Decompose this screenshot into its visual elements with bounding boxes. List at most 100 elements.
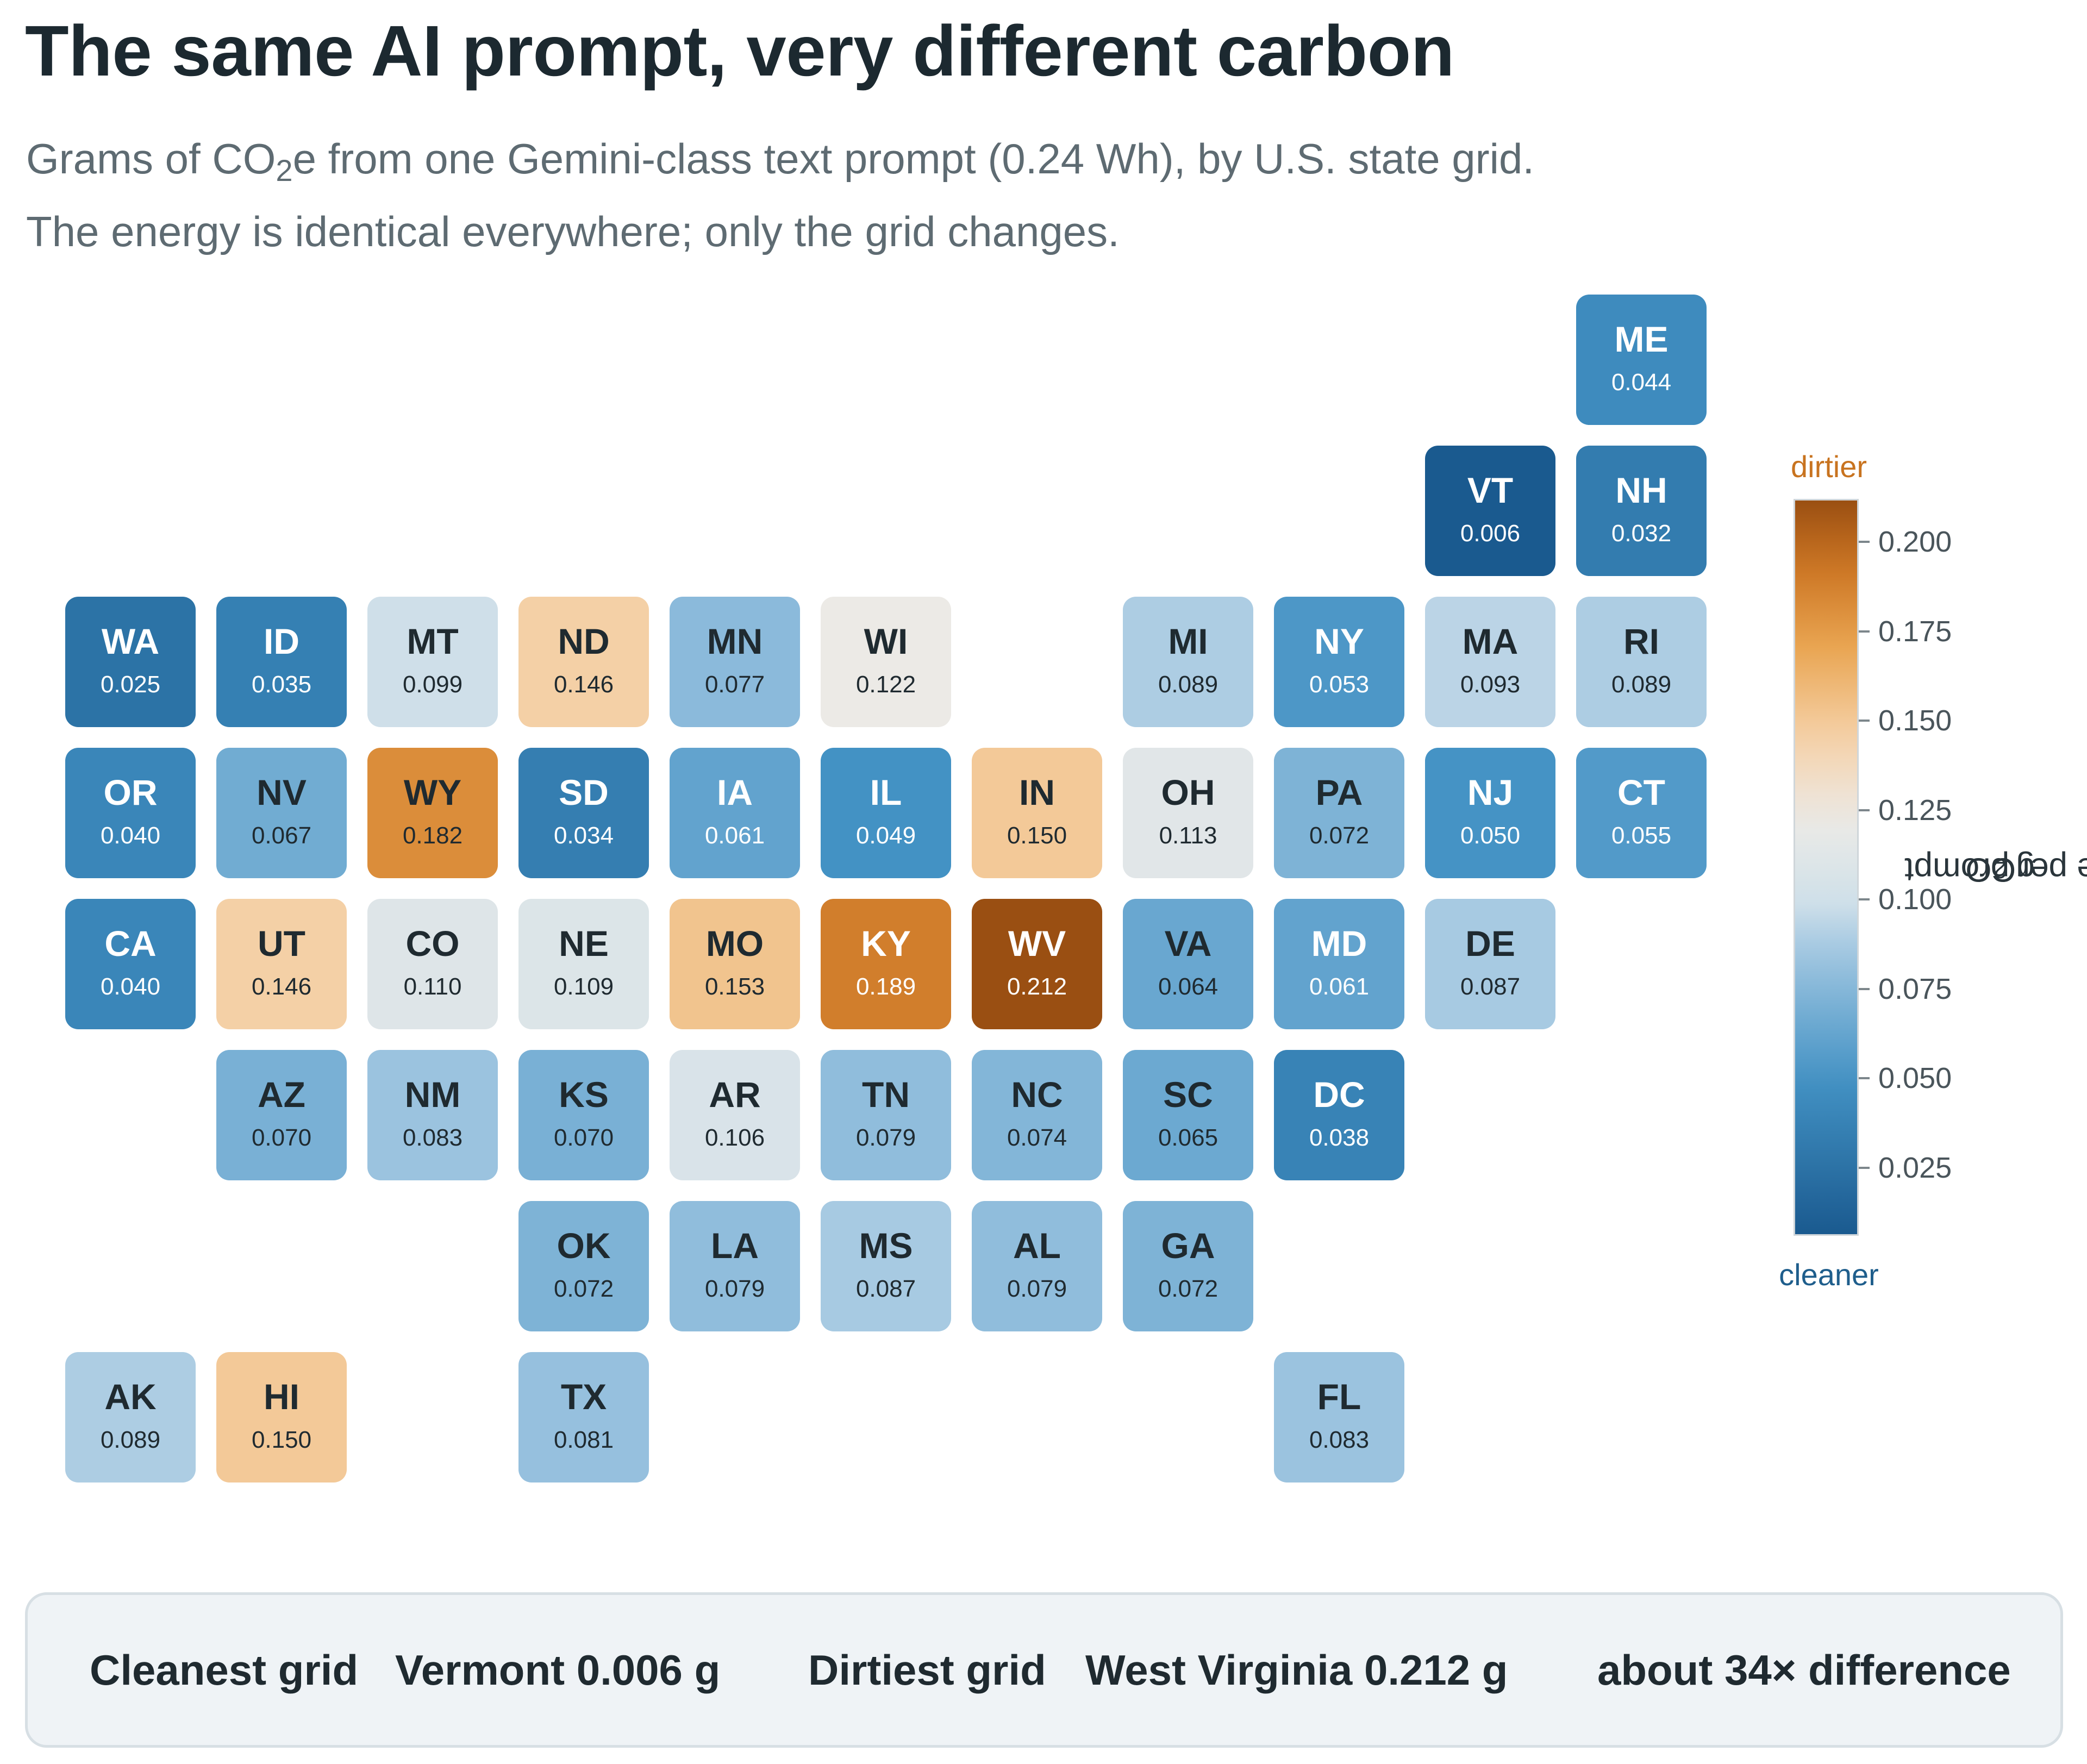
state-value: 0.050 — [1460, 822, 1521, 849]
state-tile-mi: MI 0.089 — [1123, 597, 1253, 727]
state-value: 0.040 — [100, 822, 161, 849]
state-tile-ak: AK 0.089 — [65, 1352, 196, 1482]
state-tile-wa: WA 0.025 — [65, 597, 196, 727]
state-tile-az: AZ 0.070 — [216, 1050, 347, 1180]
subtitle-line-2: The energy is identical everywhere; only… — [26, 208, 1120, 255]
state-tile-in: IN 0.150 — [972, 748, 1102, 878]
state-tile-tn: TN 0.079 — [821, 1050, 951, 1180]
state-abbr: KS — [559, 1074, 609, 1115]
state-tile-nm: NM 0.083 — [367, 1050, 498, 1180]
state-value: 0.113 — [1159, 822, 1217, 849]
color-scale-bar — [1794, 499, 1859, 1236]
state-value: 0.070 — [251, 1124, 312, 1151]
state-abbr: WA — [101, 621, 160, 661]
state-value: 0.044 — [1611, 369, 1672, 396]
state-value: 0.089 — [1611, 671, 1672, 698]
state-abbr: DC — [1313, 1074, 1365, 1115]
state-value: 0.087 — [855, 1275, 916, 1302]
state-value: 0.065 — [1158, 1124, 1219, 1151]
state-abbr: WI — [864, 621, 908, 661]
state-abbr: NC — [1011, 1074, 1063, 1115]
state-tile-nj: NJ 0.050 — [1425, 748, 1555, 878]
state-abbr: MI — [1168, 621, 1208, 661]
state-value: 0.053 — [1309, 671, 1370, 698]
state-tile-mt: MT 0.099 — [367, 597, 498, 727]
state-value: 0.153 — [704, 973, 765, 1000]
legend-cleaner-label: cleaner — [1779, 1258, 1879, 1292]
state-tile-grid: ME 0.044 VT 0.006 NH 0.032 WA 0.025 ID 0.035 MT 0.0… — [65, 295, 1707, 1482]
state-abbr: OR — [103, 772, 158, 812]
state-value: 0.087 — [1460, 973, 1521, 1000]
state-abbr: SD — [559, 772, 609, 812]
state-tile-al: AL 0.079 — [972, 1201, 1102, 1331]
state-value: 0.081 — [553, 1427, 614, 1453]
state-abbr: IL — [870, 772, 902, 812]
state-abbr: NJ — [1467, 772, 1514, 812]
state-value: 0.083 — [1309, 1427, 1370, 1453]
state-value: 0.089 — [100, 1427, 161, 1453]
state-value: 0.079 — [1007, 1275, 1067, 1302]
state-value: 0.150 — [1007, 822, 1067, 849]
state-value: 0.109 — [553, 973, 614, 1000]
state-tile-me: ME 0.044 — [1576, 295, 1707, 425]
state-tile-ne: NE 0.109 — [518, 899, 649, 1029]
state-abbr: ID — [264, 621, 299, 661]
state-abbr: WY — [403, 772, 462, 812]
state-value: 0.110 — [403, 973, 462, 1000]
state-abbr: CA — [104, 923, 157, 964]
dirtiest-value: West Virginia 0.212 g — [1085, 1646, 1508, 1694]
state-tile-mn: MN 0.077 — [670, 597, 800, 727]
state-tile-pa: PA 0.072 — [1274, 748, 1404, 878]
state-value: 0.089 — [1158, 671, 1219, 698]
state-tile-vt: VT 0.006 — [1425, 446, 1555, 576]
state-value: 0.072 — [1309, 822, 1370, 849]
state-abbr: ND — [558, 621, 610, 661]
cleanest-label: Cleanest grid — [90, 1646, 359, 1694]
subtitle-subscript: 2 — [276, 153, 293, 187]
state-abbr: AL — [1013, 1225, 1061, 1266]
state-abbr: IA — [717, 772, 753, 812]
state-value: 0.040 — [100, 973, 161, 1000]
dirtiest-label: Dirtiest grid — [808, 1646, 1046, 1694]
state-tile-wi: WI 0.122 — [821, 597, 951, 727]
subtitle-line-1-end: e from one Gemini-class text prompt (0.2… — [292, 135, 1535, 183]
state-tile-de: DE 0.087 — [1425, 899, 1555, 1029]
state-abbr: MT — [407, 621, 459, 661]
state-tile-ms: MS 0.087 — [821, 1201, 951, 1331]
state-value: 0.106 — [704, 1124, 765, 1151]
state-value: 0.061 — [704, 822, 765, 849]
state-abbr: SC — [1163, 1074, 1213, 1115]
state-value: 0.077 — [704, 671, 765, 698]
state-abbr: MN — [707, 621, 763, 661]
state-abbr: MS — [859, 1225, 913, 1266]
state-tile-hi: HI 0.150 — [216, 1352, 347, 1482]
state-value: 0.034 — [553, 822, 614, 849]
state-tile-sd: SD 0.034 — [518, 748, 649, 878]
state-abbr: MD — [1311, 923, 1367, 964]
state-value: 0.146 — [553, 671, 614, 698]
state-abbr: OH — [1161, 772, 1215, 812]
state-value: 0.093 — [1460, 671, 1521, 698]
state-value: 0.079 — [855, 1124, 916, 1151]
state-tile-ar: AR 0.106 — [670, 1050, 800, 1180]
state-tile-wv: WV 0.212 — [972, 899, 1102, 1029]
state-tile-co: CO 0.110 — [367, 899, 498, 1029]
state-abbr: HI — [264, 1377, 299, 1417]
state-value: 0.049 — [855, 822, 916, 849]
state-value: 0.150 — [251, 1427, 312, 1453]
chart-title: The same AI prompt, very different carbo… — [25, 11, 1454, 91]
state-abbr: KY — [861, 923, 911, 964]
state-tile-nv: NV 0.067 — [216, 748, 347, 878]
state-value: 0.083 — [402, 1124, 463, 1151]
state-tile-ut: UT 0.146 — [216, 899, 347, 1029]
state-tile-ia: IA 0.061 — [670, 748, 800, 878]
state-value: 0.182 — [402, 822, 463, 849]
state-tile-la: LA 0.079 — [670, 1201, 800, 1331]
state-value: 0.061 — [1309, 973, 1370, 1000]
state-abbr: TX — [560, 1377, 607, 1417]
state-value: 0.072 — [1158, 1275, 1219, 1302]
state-tile-dc: DC 0.038 — [1274, 1050, 1404, 1180]
state-abbr: MA — [1462, 621, 1519, 661]
state-value: 0.067 — [251, 822, 312, 849]
state-tile-fl: FL 0.083 — [1274, 1352, 1404, 1482]
